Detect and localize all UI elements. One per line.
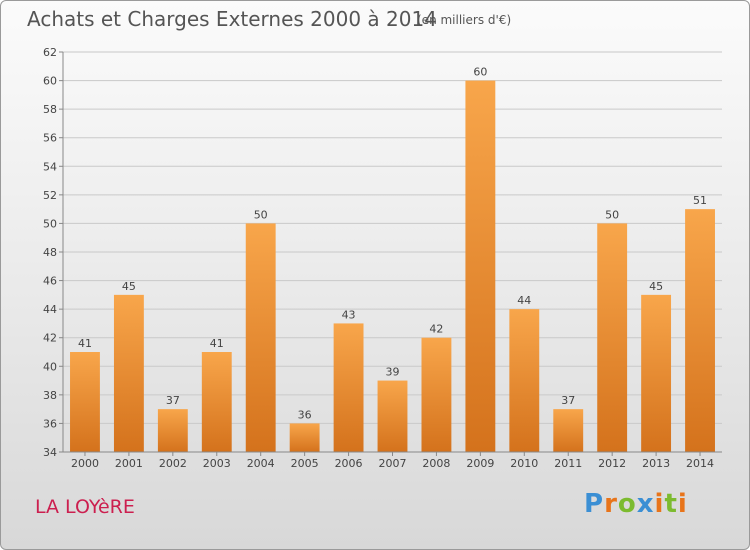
x-tick-label-2002: 2002 bbox=[159, 457, 187, 470]
y-tick-label: 60 bbox=[43, 75, 57, 88]
logo-letter: t bbox=[664, 489, 678, 519]
logo-letter: r bbox=[604, 489, 618, 519]
bar-2014 bbox=[685, 209, 715, 452]
place-name: LA LOYèRE bbox=[35, 496, 135, 518]
y-tick-label: 38 bbox=[43, 389, 57, 402]
bar-2004 bbox=[245, 223, 276, 452]
chart-subtitle: (en milliers d'€) bbox=[417, 13, 512, 27]
y-tick-label: 36 bbox=[43, 417, 57, 430]
data-label-2005: 36 bbox=[298, 408, 312, 421]
bar-2012 bbox=[597, 223, 628, 452]
x-tick-label-2008: 2008 bbox=[422, 457, 450, 470]
x-tick-label-2011: 2011 bbox=[554, 457, 582, 470]
chart-title: Achats et Charges Externes 2000 à 2014 bbox=[27, 7, 437, 31]
bar-2013 bbox=[641, 294, 672, 452]
x-tick-label-2013: 2013 bbox=[642, 457, 670, 470]
data-label-2009: 60 bbox=[473, 66, 487, 79]
x-tick-label-2004: 2004 bbox=[247, 457, 275, 470]
x-tick-label-2000: 2000 bbox=[71, 457, 99, 470]
bar-2003 bbox=[201, 352, 232, 452]
proxiti-logo[interactable]: Proxiti bbox=[584, 489, 688, 519]
y-tick-label: 50 bbox=[43, 217, 57, 230]
y-tick-label: 58 bbox=[43, 103, 57, 116]
y-tick-label: 52 bbox=[43, 189, 57, 202]
data-label-2000: 41 bbox=[78, 337, 92, 350]
data-label-2002: 37 bbox=[166, 394, 180, 407]
bar-2002 bbox=[157, 409, 188, 452]
logo-letter: i bbox=[677, 489, 688, 519]
data-label-2007: 39 bbox=[386, 366, 400, 379]
data-label-2012: 50 bbox=[605, 208, 619, 221]
bar-2005 bbox=[289, 423, 320, 452]
bar-2007 bbox=[377, 380, 408, 452]
x-tick-label-2009: 2009 bbox=[466, 457, 494, 470]
bar-2006 bbox=[333, 323, 364, 452]
axis-layer: 34 36 38 40 42 44 46 48 50 52 54 56 58 60 62 2000 2001 20… bbox=[43, 46, 722, 470]
bar-2009 bbox=[465, 80, 496, 453]
x-tick-label-2007: 2007 bbox=[379, 457, 407, 470]
y-tick-label: 42 bbox=[43, 332, 57, 345]
x-tick-label-2006: 2006 bbox=[335, 457, 363, 470]
x-tick-label-2003: 2003 bbox=[203, 457, 231, 470]
x-tick-label-2005: 2005 bbox=[291, 457, 319, 470]
x-tick-label-2014: 2014 bbox=[686, 457, 714, 470]
y-tick-label: 34 bbox=[43, 446, 57, 459]
data-label-2006: 43 bbox=[342, 308, 356, 321]
x-tick-label-2001: 2001 bbox=[115, 457, 143, 470]
data-label-2003: 41 bbox=[210, 337, 224, 350]
logo-letter: P bbox=[584, 489, 605, 519]
y-tick-label: 62 bbox=[43, 46, 57, 59]
y-tick-label: 44 bbox=[43, 303, 57, 316]
data-label-2001: 45 bbox=[122, 280, 136, 293]
data-label-2010: 44 bbox=[517, 294, 531, 307]
y-tick-label: 56 bbox=[43, 132, 57, 145]
data-label-2008: 42 bbox=[429, 323, 443, 336]
data-label-2013: 45 bbox=[649, 280, 663, 293]
bar-2010 bbox=[509, 309, 540, 452]
bar-2001 bbox=[113, 294, 144, 452]
x-tick-label-2012: 2012 bbox=[598, 457, 626, 470]
y-tick-label: 40 bbox=[43, 360, 57, 373]
y-tick-label: 48 bbox=[43, 246, 57, 259]
data-label-2004: 50 bbox=[254, 208, 268, 221]
y-tick-label: 46 bbox=[43, 275, 57, 288]
bar-2000 bbox=[70, 352, 100, 452]
bar-2011 bbox=[553, 409, 584, 452]
bars-layer: 41 45 37 41 50 36 43 39 42 60 44 37 50 45 51 bbox=[70, 66, 715, 453]
y-tick-label: 54 bbox=[43, 160, 57, 173]
data-label-2014: 51 bbox=[693, 194, 707, 207]
bar-2008 bbox=[421, 337, 452, 452]
logo-letter: i bbox=[654, 489, 665, 519]
data-label-2011: 37 bbox=[561, 394, 575, 407]
x-tick-label-2010: 2010 bbox=[510, 457, 538, 470]
logo-letter: o bbox=[617, 489, 637, 519]
logo-letter: x bbox=[636, 489, 655, 519]
